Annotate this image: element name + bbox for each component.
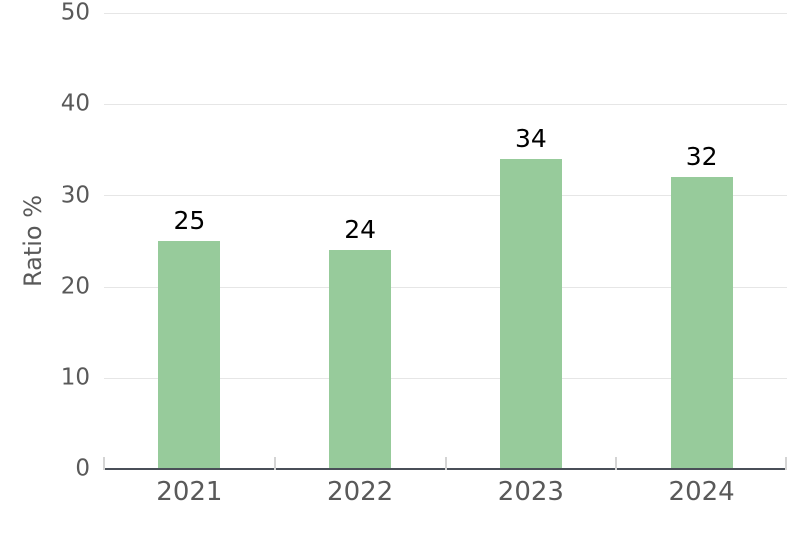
x-tick-mark <box>274 457 276 470</box>
bar-value-label: 34 <box>514 123 547 153</box>
gridline-10 <box>104 377 787 379</box>
bar-value-label: 25 <box>173 206 206 235</box>
bar-value-label: 32 <box>685 142 718 172</box>
bar-2021 <box>158 241 221 469</box>
bar-value-label: 24 <box>344 215 377 245</box>
x-tick-label-2022: 2022 <box>327 477 394 507</box>
x-tick-label-2021: 2021 <box>156 477 223 507</box>
bar-2023 <box>499 158 562 469</box>
bar-2022 <box>329 250 392 469</box>
bar-group-2023: 34 <box>446 13 617 469</box>
bar-group-2024: 32 <box>616 13 787 469</box>
x-tick-mark <box>103 457 105 470</box>
x-tick-label-2024: 2024 <box>668 477 735 507</box>
gridline-20 <box>104 286 787 288</box>
gridline-40 <box>104 104 787 106</box>
bar-group-2021: 25 <box>104 13 275 469</box>
gridline-50 <box>104 13 787 14</box>
y-tick-label-30: 30 <box>60 182 90 209</box>
x-tick-label-2023: 2023 <box>497 477 564 507</box>
plot-area: 25 24 34 32 <box>104 13 787 470</box>
y-tick-label-20: 20 <box>60 273 90 300</box>
gridline-30 <box>104 195 787 197</box>
y-tick-label-40: 40 <box>60 90 90 117</box>
y-tick-label-50: 50 <box>60 0 90 26</box>
bar-group-2022: 24 <box>275 13 446 469</box>
y-tick-label-10: 10 <box>60 364 90 391</box>
x-tick-mark <box>444 457 447 470</box>
x-tick-mark <box>785 457 787 470</box>
y-tick-label-0: 0 <box>75 455 90 482</box>
y-axis-title: Ratio % <box>19 194 47 288</box>
x-tick-mark <box>615 457 617 470</box>
bar-2024 <box>670 177 733 469</box>
